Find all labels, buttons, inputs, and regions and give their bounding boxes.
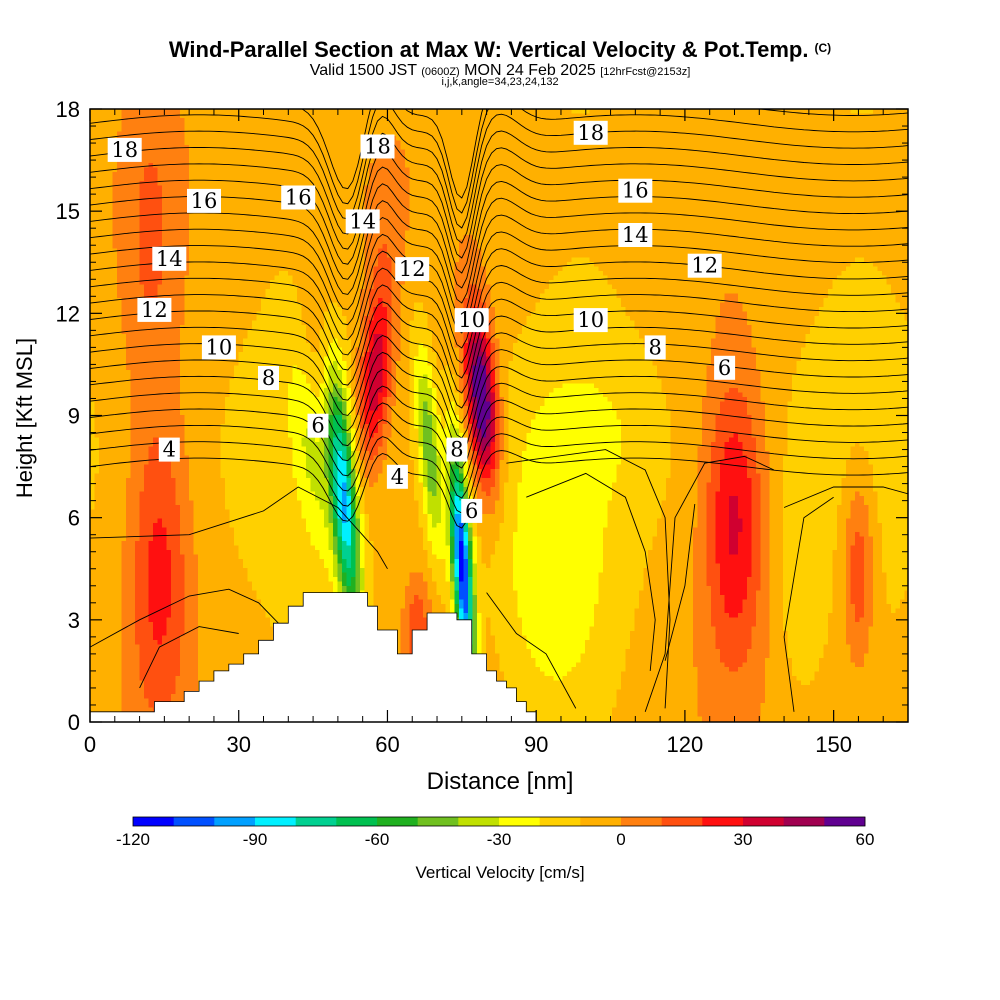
colorbar: -120 -90 -60 -30 0 30 60 — [116, 817, 874, 849]
colorbar-label: Vertical Velocity [cm/s] — [415, 863, 584, 883]
contour-label: 4 — [391, 465, 404, 489]
colorbar-swatch — [174, 817, 215, 826]
colorbar-swatch — [580, 817, 621, 826]
contour-label: 18 — [111, 138, 138, 162]
colorbar-swatch — [784, 817, 825, 826]
colorbar-tick-label: -120 — [116, 830, 150, 849]
colorbar-tick-label: -30 — [487, 830, 512, 849]
contour-label: 14 — [156, 247, 183, 271]
contour-label: 8 — [450, 438, 463, 462]
y-tick-label: 3 — [68, 608, 80, 633]
y-tick-label: 15 — [56, 199, 80, 224]
contour-label: 18 — [577, 121, 604, 145]
colorbar-swatch — [214, 817, 255, 826]
colorbar-swatch — [662, 817, 703, 826]
colorbar-tick-label: -60 — [365, 830, 390, 849]
contour-label: 16 — [285, 186, 312, 210]
colorbar-swatch — [296, 817, 337, 826]
x-axis-label: Distance [nm] — [427, 768, 574, 796]
colorbar-swatch — [702, 817, 743, 826]
colorbar-swatch — [499, 817, 540, 826]
contour-label: 4 — [163, 438, 176, 462]
cross-section-chart: 18 18 18 16 16 16 14 14 14 12 12 12 10 10 10 8 8 8 6 6 6 4 4 0… — [0, 0, 1000, 1000]
colorbar-tick-label: 0 — [616, 830, 625, 849]
contour-label: 10 — [206, 335, 233, 359]
contour-label: 14 — [622, 223, 649, 247]
contour-label: 6 — [311, 414, 324, 438]
x-tick-label: 120 — [667, 732, 704, 757]
colorbar-swatch — [377, 817, 418, 826]
x-tick-label: 0 — [84, 732, 96, 757]
x-tick-label: 90 — [524, 732, 548, 757]
colorbar-tick-label: -90 — [243, 830, 268, 849]
colorbar-swatch — [824, 817, 865, 826]
y-axis-label: Height [Kft MSL] — [12, 338, 38, 498]
y-tick-label: 0 — [68, 710, 80, 735]
x-tick-label: 60 — [375, 732, 399, 757]
colorbar-swatch — [621, 817, 662, 826]
colorbar-tick-label: 60 — [856, 830, 875, 849]
contour-label: 18 — [364, 135, 391, 159]
contour-label: 10 — [458, 308, 485, 332]
x-tick-label: 30 — [226, 732, 250, 757]
contour-label: 6 — [465, 499, 478, 523]
contour-label: 12 — [141, 298, 168, 322]
contour-label: 8 — [262, 366, 275, 390]
y-tick-label: 9 — [68, 404, 80, 429]
x-tick-label: 150 — [815, 732, 852, 757]
contour-label: 6 — [718, 356, 731, 380]
contour-label: 12 — [399, 257, 426, 281]
contour-label: 16 — [622, 179, 649, 203]
colorbar-swatch — [458, 817, 499, 826]
colorbar-swatch — [255, 817, 296, 826]
contour-label: 12 — [691, 254, 718, 278]
contour-label: 16 — [191, 189, 218, 213]
contour-label: 8 — [649, 335, 662, 359]
colorbar-swatch — [540, 817, 581, 826]
contour-label: 10 — [577, 308, 604, 332]
y-tick-label: 18 — [56, 97, 80, 122]
y-tick-label: 6 — [68, 506, 80, 531]
y-tick-label: 12 — [56, 301, 80, 326]
contour-label: 14 — [349, 209, 376, 233]
colorbar-swatch — [133, 817, 174, 826]
colorbar-swatch — [336, 817, 377, 826]
colorbar-swatch — [418, 817, 459, 826]
colorbar-tick-label: 30 — [734, 830, 753, 849]
colorbar-swatch — [743, 817, 784, 826]
